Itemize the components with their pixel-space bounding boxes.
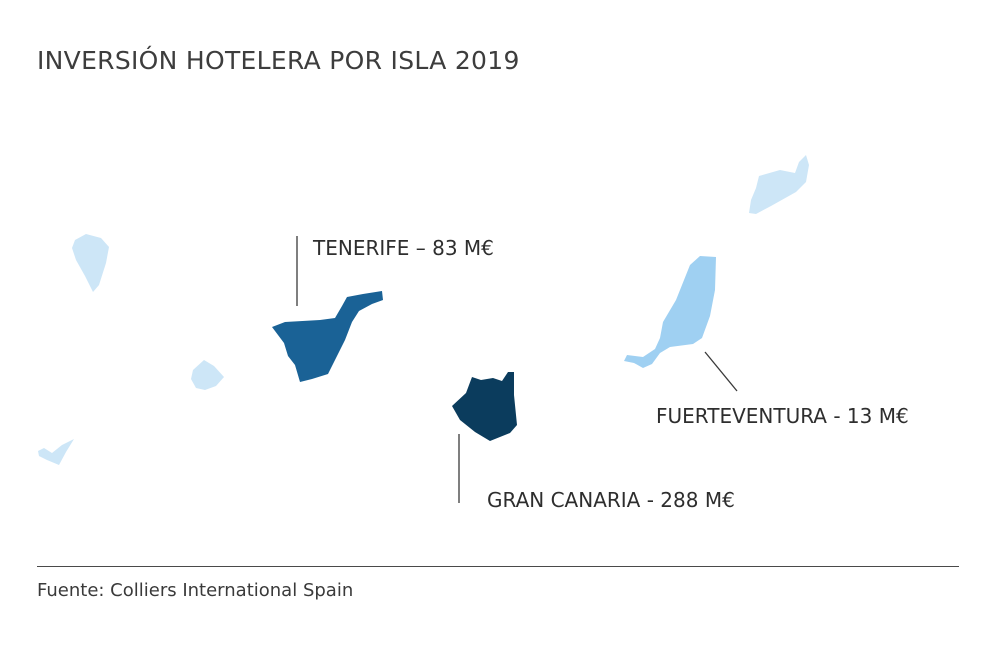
island-fuerteventura xyxy=(624,256,716,368)
map-title: INVERSIÓN HOTELERA POR ISLA 2019 xyxy=(37,46,520,75)
island-el-hierro xyxy=(38,439,74,465)
island-la-palma xyxy=(72,234,109,292)
fuerteventura-leader-line xyxy=(704,351,738,392)
island-gran-canaria xyxy=(452,372,517,441)
source-note: Fuente: Colliers International Spain xyxy=(37,580,354,601)
island-tenerife xyxy=(272,291,383,382)
tenerife-label: TENERIFE – 83 M€ xyxy=(313,236,494,260)
fuerteventura-label: FUERTEVENTURA - 13 M€ xyxy=(656,404,909,428)
island-la-gomera xyxy=(191,360,224,390)
gran-canaria-label: GRAN CANARIA - 288 M€ xyxy=(487,488,735,512)
footer-divider xyxy=(37,566,959,567)
island-lanzarote xyxy=(749,155,809,214)
